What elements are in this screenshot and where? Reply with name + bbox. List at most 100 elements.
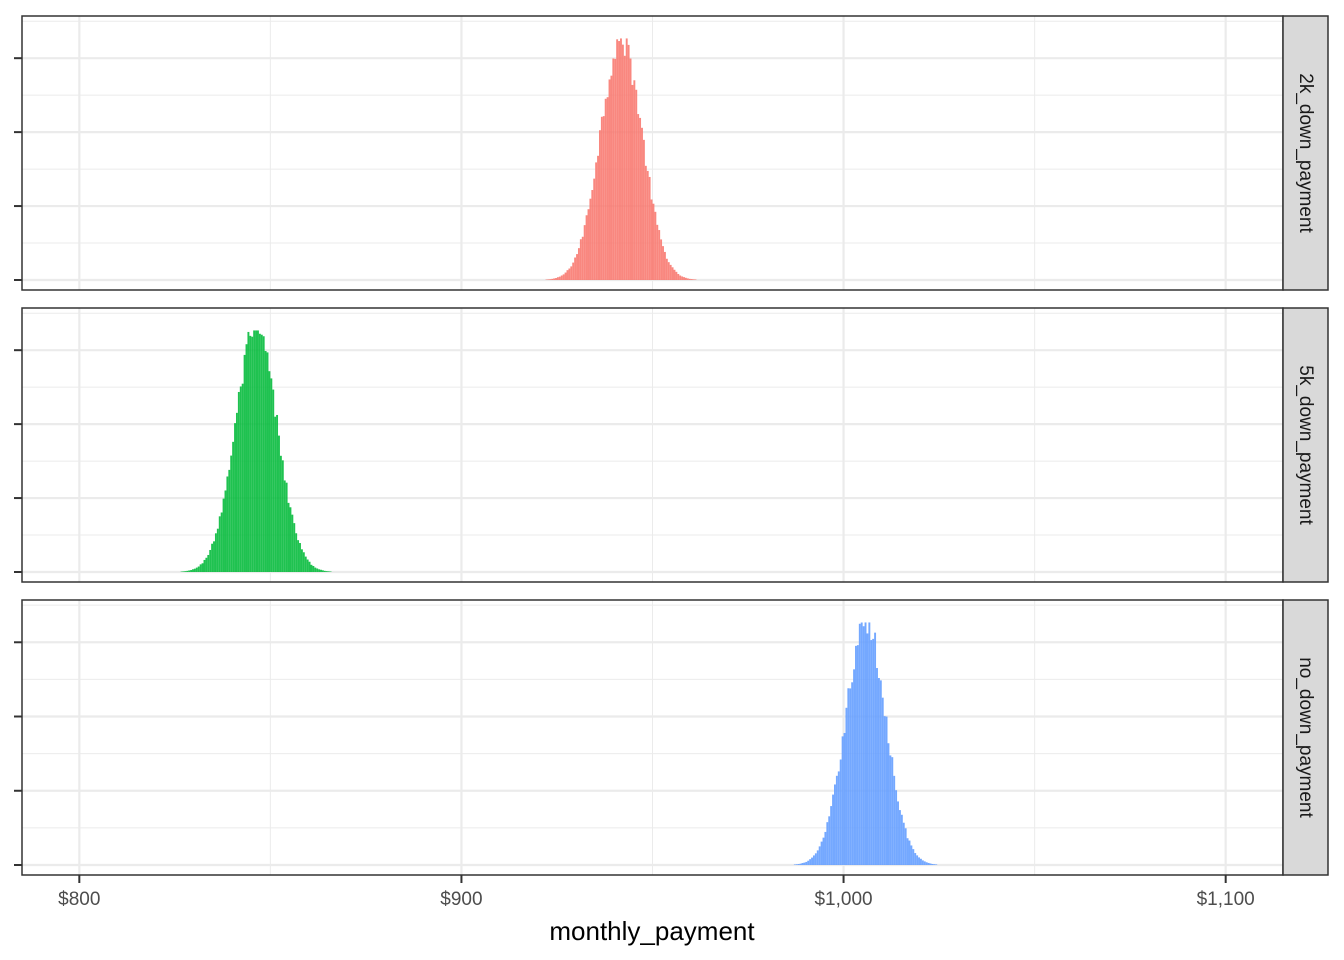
- histogram-bar: [581, 236, 584, 280]
- histogram-bars-2k_down_payment: [545, 38, 697, 281]
- histogram-bar: [870, 640, 873, 865]
- histogram-bar: [572, 262, 575, 280]
- histogram-bar: [898, 810, 901, 865]
- histogram-bar: [853, 669, 856, 865]
- x-axis: $800 $900 $1,000 $1,100: [58, 875, 1255, 910]
- histogram-bar: [239, 386, 242, 572]
- histogram-bar: [591, 190, 594, 280]
- histogram-bar: [257, 330, 259, 572]
- histogram-bar: [835, 775, 838, 865]
- histogram-bar: [621, 44, 624, 281]
- facet-panel-no_down_payment: no_down_payment: [14, 599, 1329, 876]
- histogram-bar: [549, 279, 552, 280]
- histogram-bar: [834, 784, 836, 865]
- histogram-bar: [551, 278, 554, 280]
- histogram-bars-no_down_payment: [793, 622, 938, 865]
- histogram-bar: [306, 559, 309, 572]
- histogram-bar: [213, 541, 215, 572]
- facet-panel-5k_down_payment: 5k_down_payment: [14, 307, 1329, 583]
- histogram-bar: [876, 668, 878, 865]
- histogram-bar: [822, 837, 825, 865]
- histogram-bar: [314, 567, 317, 572]
- histogram-bar: [908, 840, 911, 865]
- histogram-bar: [885, 716, 888, 865]
- histogram-bar: [681, 276, 684, 280]
- histogram-bar: [585, 215, 588, 280]
- histogram-bar: [912, 849, 915, 865]
- histogram-bar: [812, 855, 815, 865]
- histogram-bar: [299, 543, 301, 572]
- histogram-bar: [843, 732, 846, 865]
- histogram-bar: [297, 540, 300, 572]
- facet-strip: [1282, 15, 1329, 291]
- histogram-bar: [662, 246, 664, 280]
- histogram-bar: [251, 336, 254, 572]
- histogram-bar: [793, 864, 796, 865]
- facet-panel-2k_down_payment: 2k_down_payment: [14, 15, 1329, 291]
- histogram-bar: [929, 863, 932, 865]
- histogram-bar: [216, 528, 219, 572]
- histogram-bar: [642, 139, 645, 280]
- facet-strip: [1282, 307, 1329, 583]
- histogram-bar: [811, 857, 813, 865]
- histogram-bar: [663, 251, 666, 280]
- histogram-bar: [679, 275, 682, 280]
- histogram-bar: [837, 771, 840, 865]
- histogram-bar: [184, 571, 187, 572]
- histogram-bar: [597, 155, 600, 280]
- histogram-bar: [620, 38, 622, 280]
- histogram-bar: [858, 623, 861, 865]
- histogram-bar: [872, 638, 875, 865]
- histogram-bar: [235, 412, 238, 572]
- histogram-bar: [316, 568, 319, 572]
- histogram-bar: [245, 344, 248, 572]
- histogram-bar: [927, 862, 930, 865]
- histogram-bar: [205, 557, 208, 572]
- histogram-bar: [304, 556, 307, 572]
- histogram-bar: [579, 239, 582, 280]
- histogram-bar: [902, 822, 905, 865]
- histogram-bar: [807, 860, 810, 865]
- x-axis-title: monthly_payment: [549, 916, 755, 946]
- histogram-bar: [310, 564, 313, 572]
- histogram-bar: [874, 632, 877, 865]
- histogram-bar: [599, 130, 601, 280]
- histogram-bar: [669, 264, 672, 280]
- histogram-bar: [295, 533, 298, 572]
- histogram-bar: [629, 58, 632, 280]
- histogram-bar: [272, 389, 275, 572]
- histogram-bar: [193, 568, 196, 572]
- histogram-bar: [209, 549, 212, 572]
- histogram-bar: [608, 79, 611, 281]
- histogram-bar: [877, 678, 880, 865]
- histogram-bar: [574, 257, 577, 280]
- x-tick-label: $900: [440, 889, 482, 910]
- histogram-bar: [841, 736, 844, 865]
- histogram-bar: [816, 850, 819, 865]
- facet-strip-label: 5k_down_payment: [1295, 365, 1316, 525]
- histogram-bar: [583, 225, 586, 280]
- facet-strip-label: 2k_down_payment: [1295, 73, 1316, 233]
- histogram-bar: [218, 516, 221, 572]
- histogram-bar: [648, 176, 651, 280]
- histogram-bar: [276, 414, 279, 572]
- histogram-bar: [805, 861, 808, 865]
- histogram-bar: [199, 564, 202, 572]
- histogram-bar: [323, 570, 326, 572]
- histogram-bar: [814, 853, 817, 865]
- histogram-bar: [637, 114, 640, 280]
- histogram-bar: [547, 279, 550, 280]
- histogram-bar: [677, 273, 680, 280]
- histogram-bar: [797, 863, 800, 865]
- histogram-bar: [220, 512, 223, 572]
- histogram-bar: [289, 507, 292, 572]
- histogram-bar: [577, 248, 580, 280]
- histogram-bar: [604, 98, 607, 280]
- histogram-bar: [230, 455, 233, 572]
- histogram-bar: [283, 480, 286, 572]
- histogram-bar: [293, 523, 296, 572]
- histogram-bar: [600, 116, 603, 281]
- histogram-bar: [683, 277, 685, 280]
- histogram-bar: [690, 279, 693, 280]
- histogram-bar: [671, 267, 674, 280]
